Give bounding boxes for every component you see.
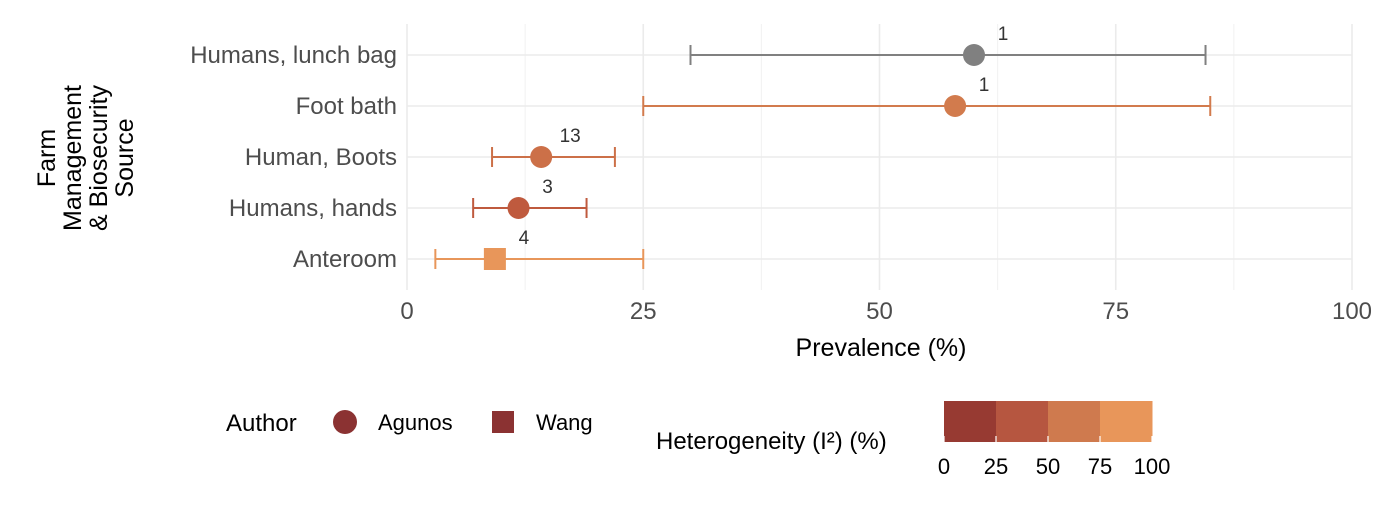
y-axis-title-line: & Biosecurity [85, 85, 113, 231]
estimate-point [944, 95, 967, 117]
y-axis-title-line: Source [111, 118, 139, 197]
y-axis-title: FarmManagement& BiosecuritySource [33, 85, 139, 231]
forest-row: 1 [642, 75, 1212, 117]
y-axis-title-line: Farm [33, 129, 61, 187]
colorbar-segment [996, 401, 1049, 442]
heterogeneity-legend-title: Heterogeneity (I²) (%) [656, 428, 887, 455]
estimate-point [963, 44, 985, 66]
forest-row: 1 [689, 24, 1207, 66]
estimate-point [530, 146, 553, 168]
data-marks: 1 1 13 3 4 [434, 24, 1212, 270]
estimate-point [507, 197, 530, 219]
legend-key-circle [333, 410, 357, 434]
count-label: 1 [979, 75, 990, 96]
count-label: 1 [998, 24, 1009, 45]
author-legend: Author Agunos Wang [226, 410, 593, 437]
colorbar-segment [1048, 401, 1101, 442]
y-tick-label: Anteroom [293, 246, 397, 273]
colorbar-tick-label: 0 [938, 454, 950, 479]
colorbar-tick-label: 50 [1036, 454, 1060, 479]
y-axis-title-line: Management [59, 85, 87, 231]
forest-row: 4 [434, 228, 645, 270]
heterogeneity-legend: Heterogeneity (I²) (%) 0 25 50 75 100 [656, 401, 1170, 479]
count-label: 13 [560, 126, 581, 147]
legend-label: Agunos [378, 410, 453, 435]
forest-row: 13 [491, 126, 616, 168]
colorbar-tick-label: 75 [1088, 454, 1112, 479]
y-tick-label: Human, Boots [245, 144, 397, 171]
x-tick-label: 100 [1332, 298, 1372, 325]
y-tick-labels: Humans, lunch bag Foot bath Human, Boots Hu… [190, 42, 397, 273]
y-axis-title-text: FarmManagement& BiosecuritySource [33, 85, 139, 231]
x-tick-label: 75 [1102, 298, 1129, 325]
y-tick-label: Humans, hands [229, 195, 397, 222]
x-axis-title: Prevalence (%) [796, 334, 967, 362]
forest-row: 3 [472, 177, 588, 219]
x-tick-labels: 0 25 50 75 100 [400, 298, 1372, 325]
estimate-square [483, 248, 506, 270]
x-tick-label: 50 [866, 298, 893, 325]
x-tick-label: 0 [400, 298, 413, 325]
count-label: 4 [519, 228, 530, 249]
legend-label: Wang [536, 410, 593, 435]
y-tick-label: Foot bath [296, 93, 397, 120]
count-label: 3 [542, 177, 553, 198]
x-tick-label: 25 [630, 298, 657, 325]
colorbar-tick-label: 25 [984, 454, 1008, 479]
colorbar-tick-label: 100 [1134, 454, 1171, 479]
y-tick-label: Humans, lunch bag [190, 42, 397, 69]
colorbar-segment [944, 401, 997, 442]
legend-key-square [492, 411, 514, 433]
author-legend-title: Author [226, 410, 297, 437]
colorbar-segment [1100, 401, 1153, 442]
